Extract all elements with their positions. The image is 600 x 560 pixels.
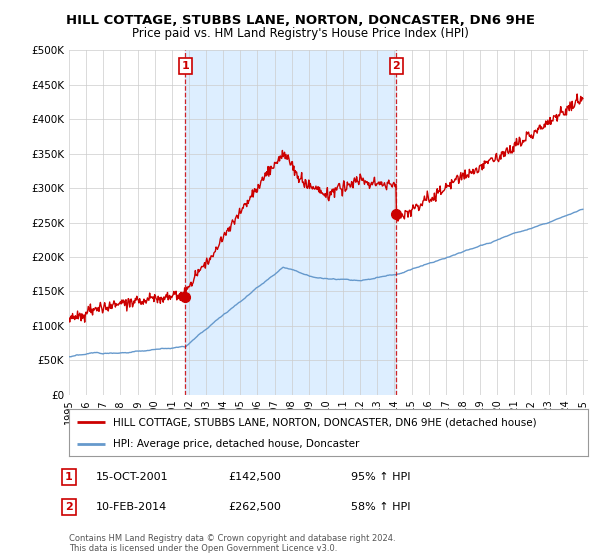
Text: 1: 1 (65, 472, 73, 482)
Text: £142,500: £142,500 (228, 472, 281, 482)
Text: 15-OCT-2001: 15-OCT-2001 (96, 472, 169, 482)
Text: 58% ↑ HPI: 58% ↑ HPI (351, 502, 410, 512)
Text: HILL COTTAGE, STUBBS LANE, NORTON, DONCASTER, DN6 9HE: HILL COTTAGE, STUBBS LANE, NORTON, DONCA… (65, 14, 535, 27)
Text: 2: 2 (65, 502, 73, 512)
Text: 95% ↑ HPI: 95% ↑ HPI (351, 472, 410, 482)
Text: 10-FEB-2014: 10-FEB-2014 (96, 502, 167, 512)
Text: HPI: Average price, detached house, Doncaster: HPI: Average price, detached house, Donc… (113, 438, 359, 449)
Text: Contains HM Land Registry data © Crown copyright and database right 2024.
This d: Contains HM Land Registry data © Crown c… (69, 534, 395, 553)
Text: £262,500: £262,500 (228, 502, 281, 512)
Text: Price paid vs. HM Land Registry's House Price Index (HPI): Price paid vs. HM Land Registry's House … (131, 27, 469, 40)
Text: 1: 1 (181, 60, 189, 71)
Bar (185, 50, 397, 395)
Text: HILL COTTAGE, STUBBS LANE, NORTON, DONCASTER, DN6 9HE (detached house): HILL COTTAGE, STUBBS LANE, NORTON, DONCA… (113, 417, 537, 427)
Text: 2: 2 (392, 60, 400, 71)
